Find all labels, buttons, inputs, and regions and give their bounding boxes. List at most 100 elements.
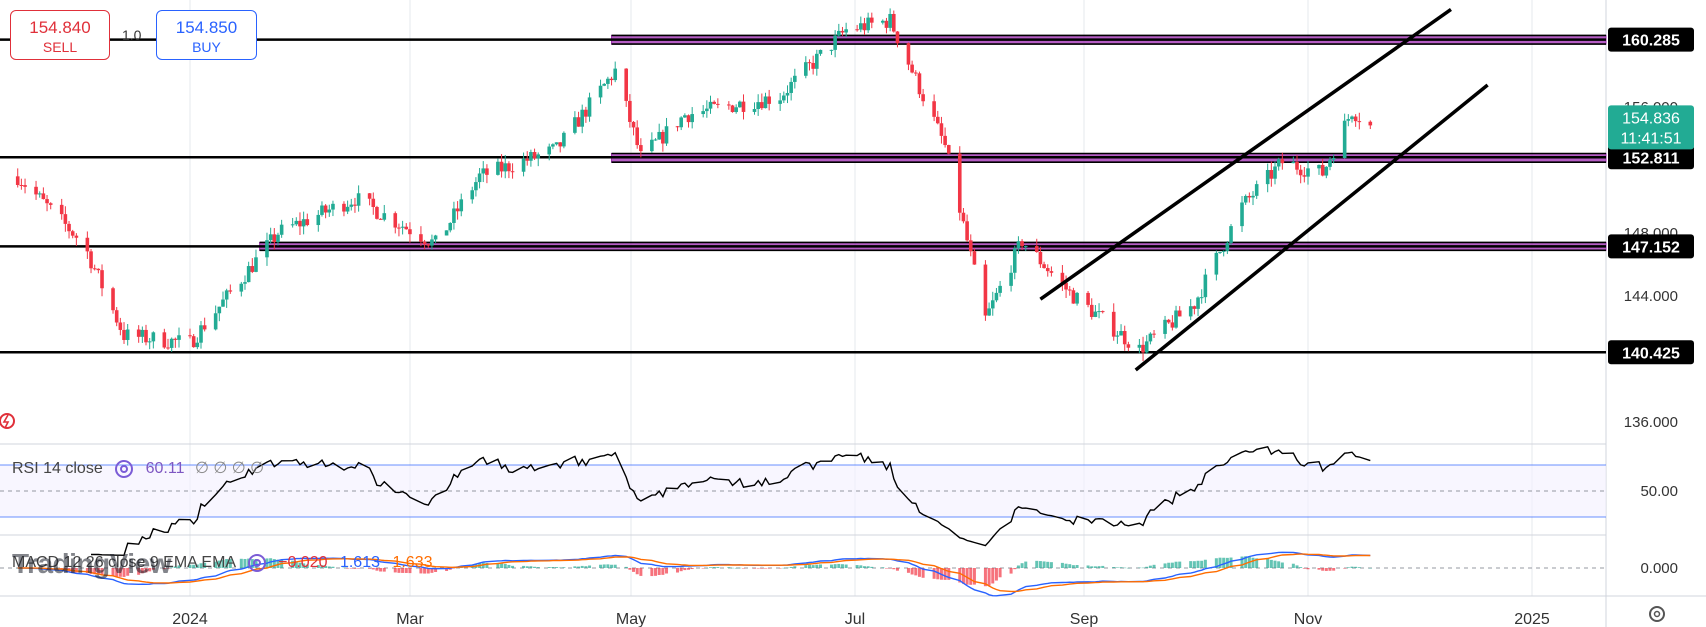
candle-body [1273, 166, 1277, 179]
price-tag-bg [1608, 234, 1694, 259]
macd-histogram-bar [639, 568, 643, 576]
quantity-value[interactable]: 1.0 [122, 27, 142, 43]
candle-body [331, 203, 335, 210]
macd-histogram-bar [349, 568, 353, 569]
price-tick-label: 144.000 [1624, 288, 1678, 305]
support-resistance-lines [0, 38, 1606, 354]
macd-histogram-bar [712, 567, 716, 568]
macd-histogram-bar [1332, 568, 1336, 571]
candle-body [1137, 344, 1142, 348]
candle-body [932, 101, 936, 117]
candle-body [946, 145, 951, 154]
candle-body [239, 283, 244, 292]
candle-body [188, 335, 192, 337]
candle-body [752, 109, 757, 112]
gear-icon[interactable] [1649, 606, 1665, 622]
macd-histogram-bar [1321, 568, 1325, 571]
macd-pane [0, 551, 1606, 597]
macd-histogram-bar [74, 568, 78, 573]
candle-body [562, 132, 566, 147]
candle-body [866, 17, 870, 31]
macd-legend[interactable]: MACD 12 26 close 9 EMA EMA −0.020 1.613 … [12, 554, 433, 572]
candle-body [760, 102, 764, 109]
macd-histogram-bar [525, 566, 529, 568]
candle-body [664, 126, 669, 144]
macd-histogram-bar [294, 561, 298, 568]
candle-body [635, 127, 639, 146]
macd-histogram-bar [1075, 565, 1079, 568]
candle-body [1023, 246, 1028, 248]
rsi-label: RSI 14 close [12, 460, 103, 477]
candle-body [89, 251, 93, 269]
macd-histogram-bar [217, 560, 221, 568]
macd-histogram-bar [683, 568, 687, 571]
candlestick-series [15, 8, 1373, 362]
candle-body [1086, 292, 1090, 305]
macd-histogram-bar [324, 565, 328, 568]
candle-body [1188, 306, 1193, 317]
macd-value: 1.613 [339, 554, 380, 572]
macd-histogram-bar [111, 568, 115, 576]
macd-histogram-bar [1189, 561, 1193, 568]
candle-body [48, 203, 53, 205]
settings-icon[interactable] [247, 554, 266, 572]
price-tag-bg [1608, 340, 1694, 365]
macd-histogram-bar [1046, 561, 1050, 568]
macd-histogram-bar [661, 568, 665, 575]
candle-body [224, 290, 229, 300]
candle-body [990, 300, 995, 309]
macd-histogram-bar [679, 568, 683, 572]
candle-body [1075, 292, 1079, 304]
macd-histogram-bar [804, 565, 808, 568]
candle-body [67, 223, 71, 232]
candle-body [756, 102, 760, 110]
macd-histogram-bar [536, 567, 540, 568]
rsi-legend[interactable]: RSI 14 close 60.11 ∅ ∅ ∅ ∅ [12, 458, 264, 478]
macd-histogram-bar [811, 565, 815, 568]
candle-body [804, 62, 808, 76]
macd-histogram-bar [1368, 567, 1372, 569]
macd-histogram-bar [778, 568, 782, 569]
candle-body [23, 185, 27, 187]
macd-histogram-bar [511, 565, 515, 568]
price-tags: 160.285 152.811 147.152 140.425 154.836 11:41… [1608, 27, 1694, 365]
candle-body [1269, 170, 1274, 179]
macd-histogram-bar [1174, 561, 1178, 568]
macd-histogram-bar [331, 566, 335, 568]
settings-icon[interactable] [115, 459, 134, 478]
macd-histogram-bar [610, 564, 614, 568]
macd-histogram-bar [419, 568, 423, 574]
candle-body [1016, 241, 1021, 249]
candle-body [327, 209, 332, 213]
candle-body [690, 114, 694, 123]
sell-button[interactable]: 154.840 SELL [10, 10, 110, 60]
lightning-icon[interactable] [0, 413, 15, 429]
macd-histogram-bar [756, 568, 760, 569]
macd-histogram-bar [1229, 557, 1233, 568]
macd-histogram-bar [228, 558, 232, 568]
macd-histogram-bar [1299, 567, 1303, 568]
candle-body [683, 115, 687, 118]
candle-body [510, 171, 515, 173]
candle-body [631, 121, 636, 128]
macd-histogram-bar [162, 568, 166, 570]
macd-histogram-bar [829, 564, 833, 568]
candle-body [202, 325, 207, 330]
macd-histogram-bar [1251, 557, 1255, 568]
candle-body [122, 329, 126, 340]
candle-body [111, 288, 115, 311]
price-tag-label: 140.425 [1622, 345, 1680, 362]
macd-histogram-bar [936, 568, 940, 580]
macd-histogram-bar [709, 567, 713, 568]
candle-body [1295, 161, 1299, 170]
candle-body [1298, 169, 1303, 176]
macd-histogram-bar [635, 568, 639, 575]
buy-button[interactable]: 154.850 BUY [156, 10, 257, 60]
macd-histogram-bar [1295, 565, 1299, 568]
macd-histogram-bar [291, 560, 295, 568]
candle-body [1199, 297, 1204, 299]
candle-body [199, 325, 203, 343]
candle-body [532, 152, 537, 159]
candle-body [712, 101, 716, 104]
